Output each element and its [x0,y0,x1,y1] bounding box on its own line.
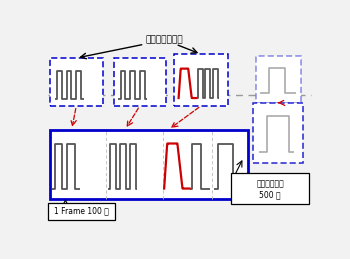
Bar [253,103,303,163]
Bar [50,130,247,199]
Bar [50,58,103,106]
Text: 數位示波器取樣: 數位示波器取樣 [145,36,183,45]
Text: 500 點: 500 點 [259,190,281,199]
FancyBboxPatch shape [231,173,309,204]
Bar [174,54,228,106]
Text: 1 Frame 100 點: 1 Frame 100 點 [54,207,109,216]
Bar [113,58,166,106]
FancyBboxPatch shape [48,203,115,220]
Bar [256,56,301,103]
Text: 示波器螢光妕: 示波器螢光妕 [256,179,284,188]
